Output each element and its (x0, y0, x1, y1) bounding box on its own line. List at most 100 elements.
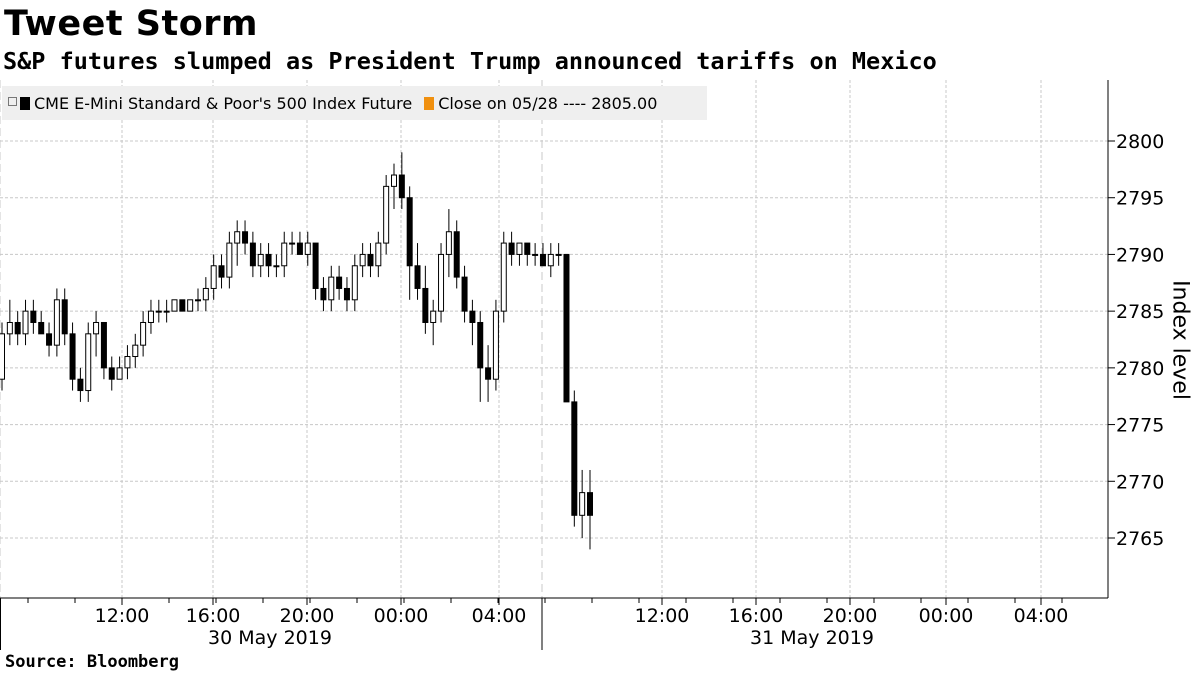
candle-body (61, 299, 68, 335)
chart-title: Tweet Storm (4, 4, 258, 44)
candle-body (524, 242, 531, 255)
candle-body (320, 287, 327, 301)
y-tick-label: 2790 (1116, 244, 1164, 266)
candle-body (445, 231, 452, 255)
candle-body (14, 321, 21, 335)
candle-body (587, 492, 593, 516)
candle-body (406, 197, 413, 267)
candle-body (257, 253, 264, 267)
candle-body (132, 344, 139, 358)
candle-body (336, 276, 343, 289)
candle-body (516, 242, 523, 255)
candle-body (163, 310, 170, 313)
x-group-label: 30 May 2019 (208, 627, 332, 649)
x-tick-label: 04:00 (472, 605, 527, 627)
candle-body (328, 276, 335, 301)
legend-item-series: CME E-Mini Standard & Poor's 500 Index F… (20, 94, 412, 113)
candle-body (93, 321, 100, 335)
y-tick-label: 2765 (1116, 528, 1164, 550)
candle-body (38, 321, 45, 335)
candle-body (539, 253, 546, 267)
candle-body (453, 231, 460, 278)
x-group-label: 31 May 2019 (750, 627, 874, 649)
candle-body (124, 356, 131, 369)
legend-swatch-black (20, 96, 30, 110)
candle-body (383, 185, 390, 244)
grid-lines (0, 80, 1108, 598)
x-tick-label: 12:00 (635, 605, 690, 627)
x-tick-label: 00:00 (919, 605, 974, 627)
candle-body (147, 310, 154, 323)
candle-body (461, 276, 468, 312)
legend-label-reference: Close on 05/28 ---- 2805.00 (438, 93, 658, 113)
candle-body (532, 253, 539, 256)
candle-body (359, 253, 366, 267)
candle-body (171, 299, 178, 312)
candle-body (85, 333, 92, 392)
y-tick-label: 2795 (1116, 188, 1164, 210)
chart-subtitle: S&P futures slumped as President Trump a… (3, 47, 937, 75)
y-tick-label: 2785 (1116, 301, 1164, 323)
candle-body (195, 299, 201, 302)
candle-body (22, 310, 29, 335)
candle-body (500, 242, 507, 312)
candle-body (69, 333, 76, 380)
candle-body (187, 299, 194, 312)
candle-body (108, 367, 115, 380)
candle-body (30, 310, 37, 323)
legend: CME E-Mini Standard & Poor's 500 Index F… (2, 86, 707, 120)
candle-body (485, 367, 492, 380)
candle-body (242, 231, 249, 244)
candle-body (77, 378, 84, 392)
candle-body (477, 321, 484, 369)
candle-body (375, 242, 382, 267)
candle-body (430, 310, 437, 323)
candle-body (155, 310, 162, 313)
candle-body (234, 231, 241, 244)
candle-body (202, 287, 209, 301)
candle-body (226, 242, 233, 278)
tick-labels: 2765 2770 2775 2780 2785 2790 2795 2800 12:00 16:… (95, 131, 1165, 649)
candle-body (0, 333, 5, 380)
candle-body (398, 174, 405, 199)
candle-body (265, 253, 272, 267)
candle-body (273, 265, 280, 268)
candle-body (140, 321, 147, 346)
candle-body (6, 321, 13, 335)
y-axis-label: Index level (1167, 280, 1193, 400)
x-tick-label: 00:00 (374, 605, 429, 627)
candle-body (312, 242, 319, 289)
legend-toggle-icon[interactable] (8, 96, 17, 106)
candle-body (351, 265, 358, 301)
candle-body (343, 287, 350, 301)
legend-item-reference: Close on 05/28 ---- 2805.00 (424, 94, 657, 113)
x-tick-label: 20:00 (823, 605, 878, 627)
candle-body (571, 401, 578, 516)
candle-body (422, 287, 429, 323)
candle-body (508, 242, 515, 255)
candle-body (438, 253, 445, 312)
legend-swatch-orange (424, 96, 435, 110)
x-tick-label: 16:00 (729, 605, 784, 627)
candle-body (289, 242, 296, 245)
y-tick-label: 2770 (1116, 471, 1164, 493)
y-tick-label: 2780 (1116, 358, 1164, 380)
candle-body (579, 492, 586, 516)
axes (0, 80, 1115, 650)
y-tick-label: 2800 (1116, 131, 1164, 153)
candle-body (210, 265, 217, 289)
candle-body (296, 242, 303, 255)
candle-body (281, 242, 288, 267)
x-tick-label: 12:00 (95, 605, 150, 627)
candle-body (367, 253, 374, 267)
x-tick-label: 16:00 (186, 605, 241, 627)
candle-body (304, 242, 311, 255)
y-tick-label: 2775 (1116, 415, 1164, 437)
candle-body (218, 265, 225, 278)
candle-body (53, 299, 60, 346)
candle-body (179, 299, 186, 312)
candle-body (116, 367, 123, 380)
candle-body (555, 253, 562, 256)
candle-body (469, 310, 476, 323)
